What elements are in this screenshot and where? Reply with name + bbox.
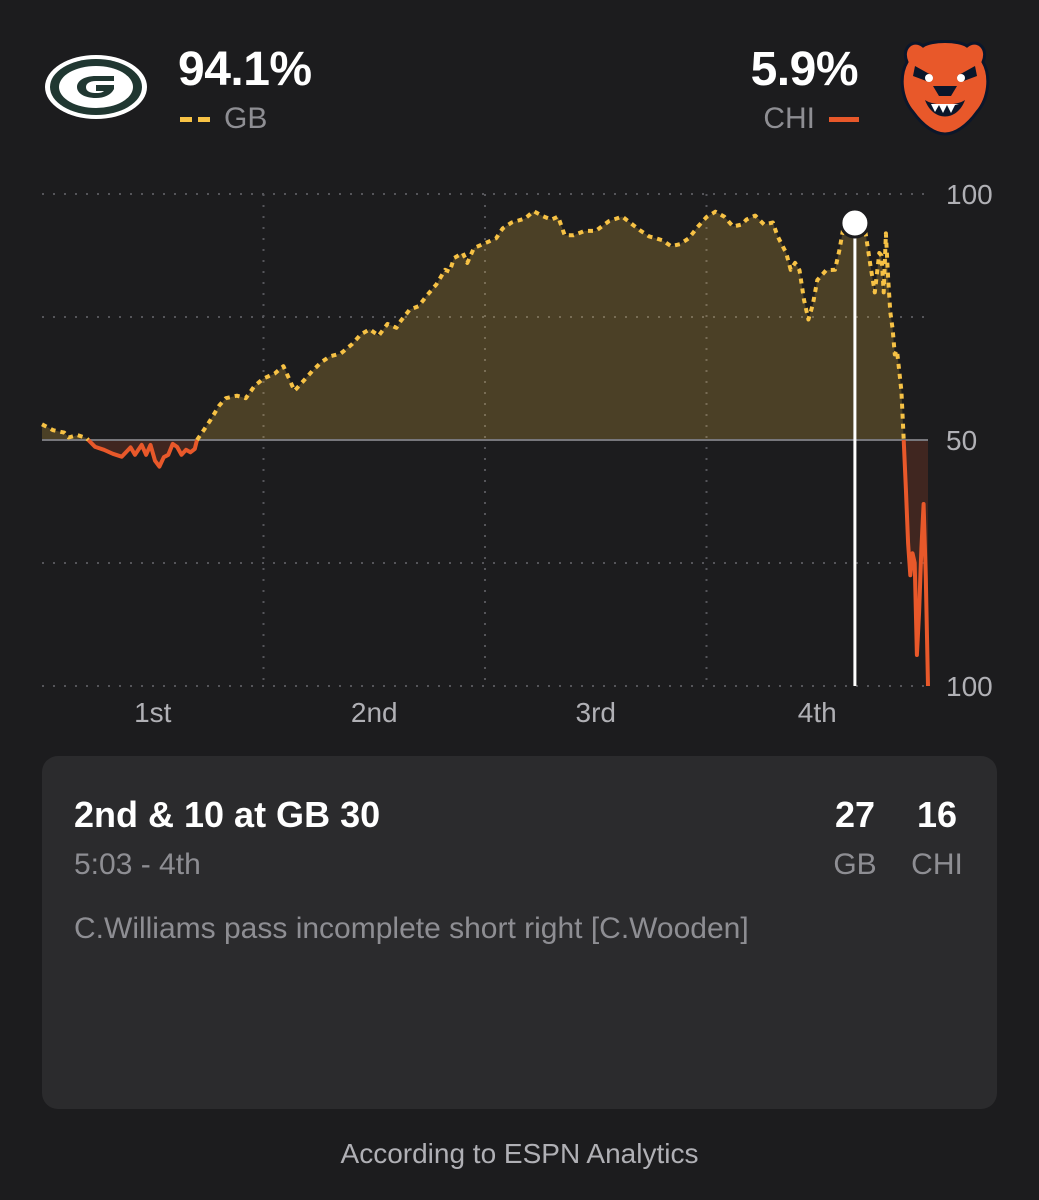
x-tick-label: 4th <box>798 697 837 728</box>
y-tick-label: 100 <box>946 671 993 702</box>
chi-win-probability: 5.9% <box>750 43 859 96</box>
chi-solid-line-swatch <box>829 116 859 122</box>
y-axis-ticks: 100 50 100 <box>946 179 993 702</box>
play-detail-card: 2nd & 10 at GB 30 5:03 - 4th C.Williams … <box>42 756 997 1109</box>
x-tick-label: 1st <box>134 697 172 728</box>
down-and-distance: 2nd & 10 at GB 30 <box>74 794 381 835</box>
packers-g-logo-icon <box>44 54 148 120</box>
source-attribution: According to ESPN Analytics <box>340 1138 699 1169</box>
gb-win-probability: 94.1% <box>178 43 312 96</box>
gb-area-fill <box>42 210 928 440</box>
y-tick-label: 50 <box>946 425 977 456</box>
x-tick-label: 2nd <box>351 697 398 728</box>
game-clock: 5:03 - 4th <box>74 848 201 881</box>
y-tick-label: 100 <box>946 179 993 210</box>
chi-score: 16 <box>916 794 958 835</box>
chart-grid <box>42 193 928 687</box>
gb-dashed-line-swatch <box>180 116 210 122</box>
x-tick-label: 3rd <box>576 697 616 728</box>
gb-score: 27 <box>834 794 876 835</box>
gb-legend: GB <box>180 104 267 134</box>
gb-legend-label: GB <box>224 102 268 135</box>
gb-probability-segment <box>41 422 90 442</box>
chi-probability-segment <box>901 439 930 687</box>
chi-probability-segment <box>86 438 199 469</box>
scrubber-handle[interactable] <box>839 207 871 239</box>
chi-legend-label: CHI <box>763 102 815 135</box>
gb-score-label: GB <box>833 848 877 881</box>
win-probability-chart[interactable]: 1st 2nd 3rd 4th 100 50 100 <box>0 170 1039 730</box>
chi-legend: CHI <box>763 104 859 134</box>
x-axis-ticks: 1st 2nd 3rd 4th <box>134 697 837 728</box>
chi-score-label: CHI <box>911 848 963 881</box>
play-description: C.Williams pass incomplete short right [… <box>74 912 749 945</box>
bears-head-logo-icon <box>893 36 997 136</box>
